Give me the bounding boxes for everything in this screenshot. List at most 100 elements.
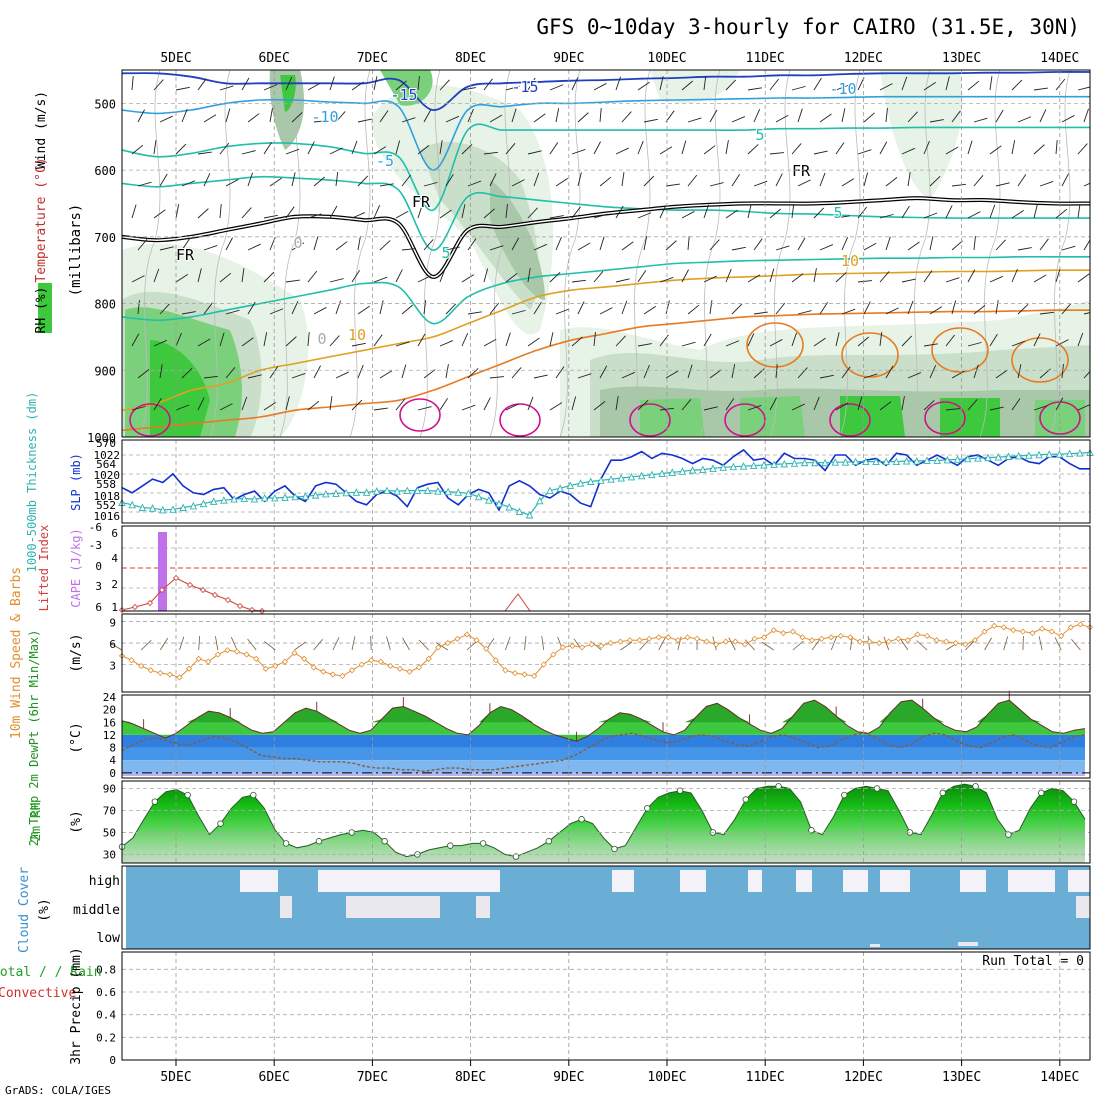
wind-barb — [659, 277, 674, 283]
wind-barb — [945, 205, 953, 219]
wind-barb — [791, 204, 795, 219]
wind-barb — [593, 141, 601, 155]
thickness-point — [220, 496, 228, 504]
wind-barb — [291, 373, 306, 379]
lifted-index-point — [158, 586, 166, 594]
wind-barb — [241, 268, 245, 283]
thickness-point — [566, 481, 575, 489]
wind-barb — [995, 239, 1006, 251]
wind-speed-point — [368, 657, 375, 664]
wind-speed-point — [320, 668, 327, 675]
wind-barb — [703, 406, 718, 411]
thickness-tick: 564 — [96, 458, 116, 471]
wind-barb — [1017, 364, 1022, 379]
wind-barb — [1061, 115, 1075, 123]
rh-unit-label: (%) — [69, 810, 84, 833]
wind-barb — [264, 641, 276, 651]
thickness-point — [913, 457, 921, 465]
pressure-grid — [122, 102, 1090, 371]
wind-speed-point — [914, 631, 921, 638]
date-label-top: 11DEC — [746, 51, 785, 66]
wind-barb — [241, 77, 250, 91]
wind-barb — [643, 364, 650, 379]
wind-barb — [967, 80, 980, 91]
wind-barb — [269, 308, 284, 315]
wind-barb — [984, 637, 992, 651]
thickness-point — [953, 455, 962, 463]
thickness-point — [1045, 450, 1053, 458]
wind-barb — [203, 375, 218, 379]
wind-barb — [687, 174, 698, 187]
thickness-point — [515, 507, 524, 516]
wind-barb — [731, 303, 743, 315]
wind-barb — [1033, 87, 1048, 91]
wind-barb — [533, 374, 548, 379]
wind-barb — [555, 177, 568, 187]
contour-label: 5 — [833, 204, 842, 222]
pressure-tick: 800 — [94, 298, 116, 312]
rh-tick: 90 — [103, 782, 116, 795]
temp-tick: 12 — [103, 729, 116, 742]
high-cloud-block — [960, 870, 986, 892]
slp-grid — [122, 454, 1090, 513]
wind-barb — [423, 181, 438, 187]
wind-barb — [395, 140, 401, 155]
wind-barb — [197, 208, 209, 219]
wind-barb — [571, 77, 579, 91]
panels: 5DEC 5DEC 6DEC 6DEC 7DEC 7DEC 8DEC 8DEC 9DEC 9DEC… — [0, 51, 1094, 1085]
wind-speed-point — [396, 665, 404, 672]
temp-tick: 4 — [109, 754, 116, 767]
date-label-top: 14DEC — [1040, 51, 1079, 66]
wind-barb — [665, 240, 677, 251]
wind-barb — [945, 277, 960, 283]
wind-barb — [1061, 245, 1076, 251]
wind-barb — [175, 86, 190, 91]
wind-barb — [1083, 182, 1090, 187]
wind-barb — [1011, 340, 1026, 347]
thickness-point — [597, 476, 605, 484]
wind-barb — [835, 332, 840, 347]
wind-barb — [769, 268, 775, 283]
wind-barb — [1039, 181, 1054, 187]
wind-barb — [527, 337, 540, 347]
thickness-point — [209, 497, 218, 505]
thickness-point — [291, 492, 299, 501]
wind-barb — [775, 114, 789, 123]
thickness-point — [352, 488, 361, 496]
wind-barb — [879, 83, 893, 91]
thickness-point — [709, 464, 717, 472]
wind-barb — [571, 279, 586, 283]
wind-barb — [215, 636, 219, 651]
wind-barb — [621, 172, 625, 187]
wind-barb — [395, 398, 406, 411]
wind-barb — [973, 117, 988, 123]
wind-barb — [665, 370, 679, 379]
very-warm-contour — [499, 403, 541, 437]
wind-barb — [1011, 268, 1018, 283]
wind-speed-point — [339, 672, 346, 680]
wind-barb — [203, 173, 211, 187]
wind-barb — [775, 302, 786, 315]
wind-barb — [1003, 636, 1008, 651]
wind-barb — [511, 108, 517, 123]
wind-barb — [175, 404, 190, 411]
wind-barb — [159, 637, 169, 651]
rh-shade-area — [840, 396, 905, 437]
wind-barb — [841, 237, 849, 251]
wind-barb — [549, 402, 563, 411]
cape-grid — [122, 547, 1090, 589]
slp-tick: 1016 — [94, 510, 121, 523]
wind-barb — [659, 146, 673, 155]
precip-frame — [121, 951, 1091, 1061]
wind-barb — [1077, 273, 1090, 283]
very-warm-contour — [399, 398, 441, 432]
very-warm-contour — [129, 403, 171, 437]
wind-barb — [373, 76, 378, 91]
rh-contour — [909, 70, 931, 437]
wind-barb — [439, 209, 452, 219]
wind-barb — [357, 236, 361, 251]
wind-barb — [307, 213, 322, 219]
wind-barb — [863, 373, 878, 379]
wind-barb — [203, 245, 218, 251]
